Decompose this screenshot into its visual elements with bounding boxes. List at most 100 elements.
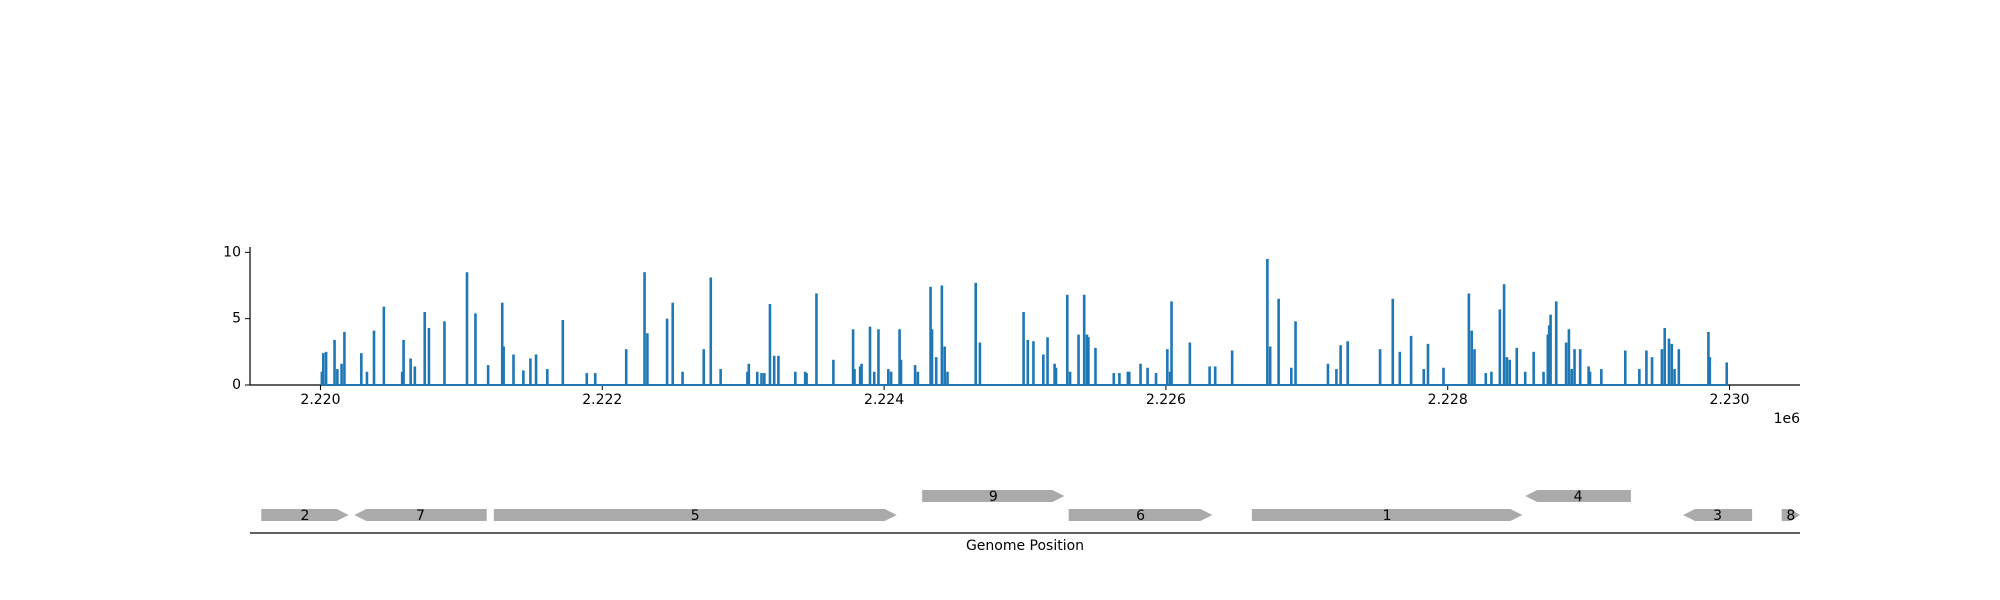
y-tick-label: 0 [232, 377, 241, 393]
coverage-bar [343, 331, 346, 385]
coverage-bar [534, 354, 538, 385]
coverage-bar [768, 304, 772, 385]
gene-arrow [1251, 509, 1523, 521]
coverage-bar [1094, 347, 1097, 385]
coverage-bar [1426, 343, 1430, 385]
gene-arrow [1068, 509, 1213, 521]
coverage-bar [974, 282, 977, 385]
coverage-bar [1326, 363, 1330, 385]
coverage-bar [929, 286, 932, 385]
coverage-bar [321, 353, 325, 385]
coverage-bar [1505, 357, 1509, 385]
y-tick-label: 10 [223, 244, 241, 260]
coverage-bar [1564, 342, 1568, 385]
coverage-bar [1188, 342, 1192, 385]
coverage-bar [427, 327, 431, 385]
gene-arrow [493, 509, 897, 521]
coverage-bar [502, 346, 505, 385]
coverage-bar [324, 351, 328, 385]
coverage-bar [1213, 366, 1217, 385]
coverage-bar [1623, 350, 1627, 385]
gene-label: 3 [1713, 508, 1722, 524]
coverage-bar [1502, 284, 1506, 385]
coverage-bar [1087, 337, 1090, 385]
gene-label: 8 [1786, 508, 1795, 524]
coverage-bar [1139, 363, 1142, 385]
gene-label: 4 [1574, 489, 1583, 505]
coverage-bar [665, 318, 669, 385]
coverage-bar [794, 371, 797, 385]
coverage-bar [777, 355, 780, 385]
coverage-bar [561, 319, 565, 385]
coverage-bar [1290, 367, 1293, 385]
coverage-bar [1515, 347, 1519, 385]
gene-label: 5 [691, 508, 700, 524]
gene-label: 1 [1383, 508, 1392, 524]
coverage-bar [853, 369, 856, 385]
coverage-bar [1230, 350, 1234, 385]
coverage-bar [1490, 371, 1493, 385]
coverage-bar [1600, 369, 1603, 385]
coverage-bar [1339, 345, 1342, 385]
coverage-bar [1046, 337, 1049, 385]
coverage-bar [474, 313, 477, 385]
coverage-bar [1667, 338, 1671, 385]
coverage-bar [360, 353, 363, 385]
coverage-bar [1077, 334, 1080, 385]
coverage-bar [805, 373, 808, 385]
coverage-bar [815, 293, 818, 385]
coverage-bar [946, 371, 949, 385]
coverage-bar [1335, 369, 1338, 385]
coverage-bar [772, 355, 776, 385]
coverage-bar [443, 321, 446, 385]
coverage-bar [1054, 367, 1058, 385]
coverage-bar [1570, 369, 1574, 385]
coverage-bar [1523, 371, 1527, 385]
x-tick-label: 2.224 [864, 392, 904, 408]
coverage-bar [1508, 359, 1512, 385]
coverage-bar [1587, 366, 1590, 385]
coverage-bar [1082, 294, 1086, 385]
coverage-bar [1670, 343, 1674, 385]
coverage-bar [747, 363, 751, 385]
coverage-bar [702, 349, 706, 385]
coverage-bar [1146, 367, 1149, 385]
coverage-bar [643, 272, 646, 385]
coverage-bar [930, 329, 934, 385]
coverage-bar [1022, 312, 1025, 385]
coverage-bar [719, 369, 722, 385]
x-axis-label: Genome Position [966, 538, 1084, 554]
coverage-bar [1650, 357, 1654, 385]
gene-arrow [1683, 509, 1753, 521]
coverage-bar [746, 371, 749, 385]
coverage-bar [851, 329, 855, 385]
coverage-bar [1673, 369, 1676, 385]
coverage-bar [1638, 369, 1641, 385]
coverage-bar [372, 330, 376, 385]
coverage-bar [1470, 330, 1473, 385]
coverage-bar [889, 371, 893, 385]
y-tick-label: 5 [232, 311, 241, 327]
coverage-bar [593, 373, 597, 385]
coverage-bar [1268, 346, 1272, 385]
coverage-bar [1554, 301, 1558, 385]
coverage-bar [1409, 335, 1413, 385]
coverage-bar [336, 369, 339, 385]
gene-arrow [1781, 509, 1800, 521]
coverage-bar [546, 369, 549, 385]
coverage-bar [1573, 349, 1576, 385]
coverage-bar [1547, 325, 1551, 385]
coverage-bar [585, 373, 589, 385]
coverage-bar [1473, 349, 1476, 385]
coverage-bar [1660, 349, 1664, 385]
coverage-bar [1498, 309, 1502, 385]
coverage-bar [1484, 373, 1488, 385]
coverage-bar [400, 371, 404, 385]
coverage-bar [934, 357, 938, 385]
coverage-bar [1112, 373, 1116, 385]
coverage-bar [1707, 331, 1710, 385]
coverage-bar [1266, 258, 1269, 385]
coverage-bar [755, 371, 759, 385]
coverage-bar [402, 339, 405, 385]
x-tick-label: 2.220 [300, 392, 340, 408]
